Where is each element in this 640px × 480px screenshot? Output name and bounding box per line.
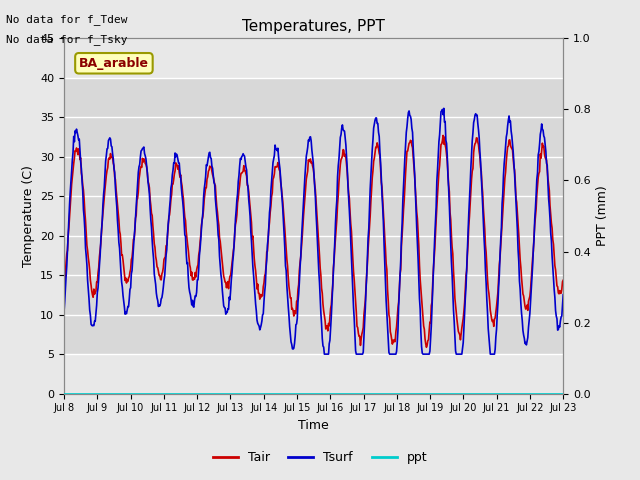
Text: No data for f_Tdew: No data for f_Tdew	[6, 14, 128, 25]
Bar	[64, 78, 563, 354]
X-axis label: Time: Time	[298, 419, 329, 432]
Text: No data for f_Tsky: No data for f_Tsky	[6, 34, 128, 45]
Text: BA_arable: BA_arable	[79, 57, 149, 70]
Y-axis label: PPT (mm): PPT (mm)	[596, 186, 609, 246]
Title: Temperatures, PPT: Temperatures, PPT	[242, 20, 385, 35]
Legend: Tair, Tsurf, ppt: Tair, Tsurf, ppt	[207, 446, 433, 469]
Y-axis label: Temperature (C): Temperature (C)	[22, 165, 35, 267]
